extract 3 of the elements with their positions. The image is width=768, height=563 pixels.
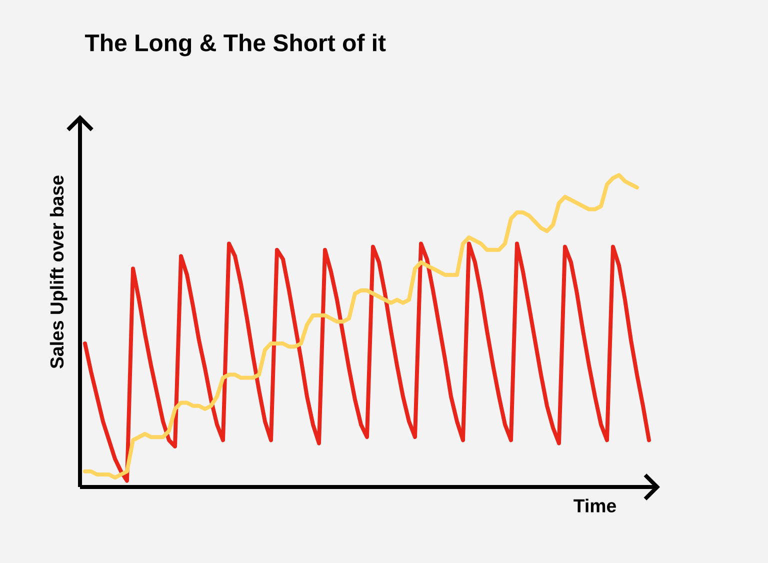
y-axis-title: Sales Uplift over base (50, 176, 68, 368)
chart-title: The Long & The Short of it (84, 34, 386, 56)
x-axis-title: Time (574, 498, 616, 512)
